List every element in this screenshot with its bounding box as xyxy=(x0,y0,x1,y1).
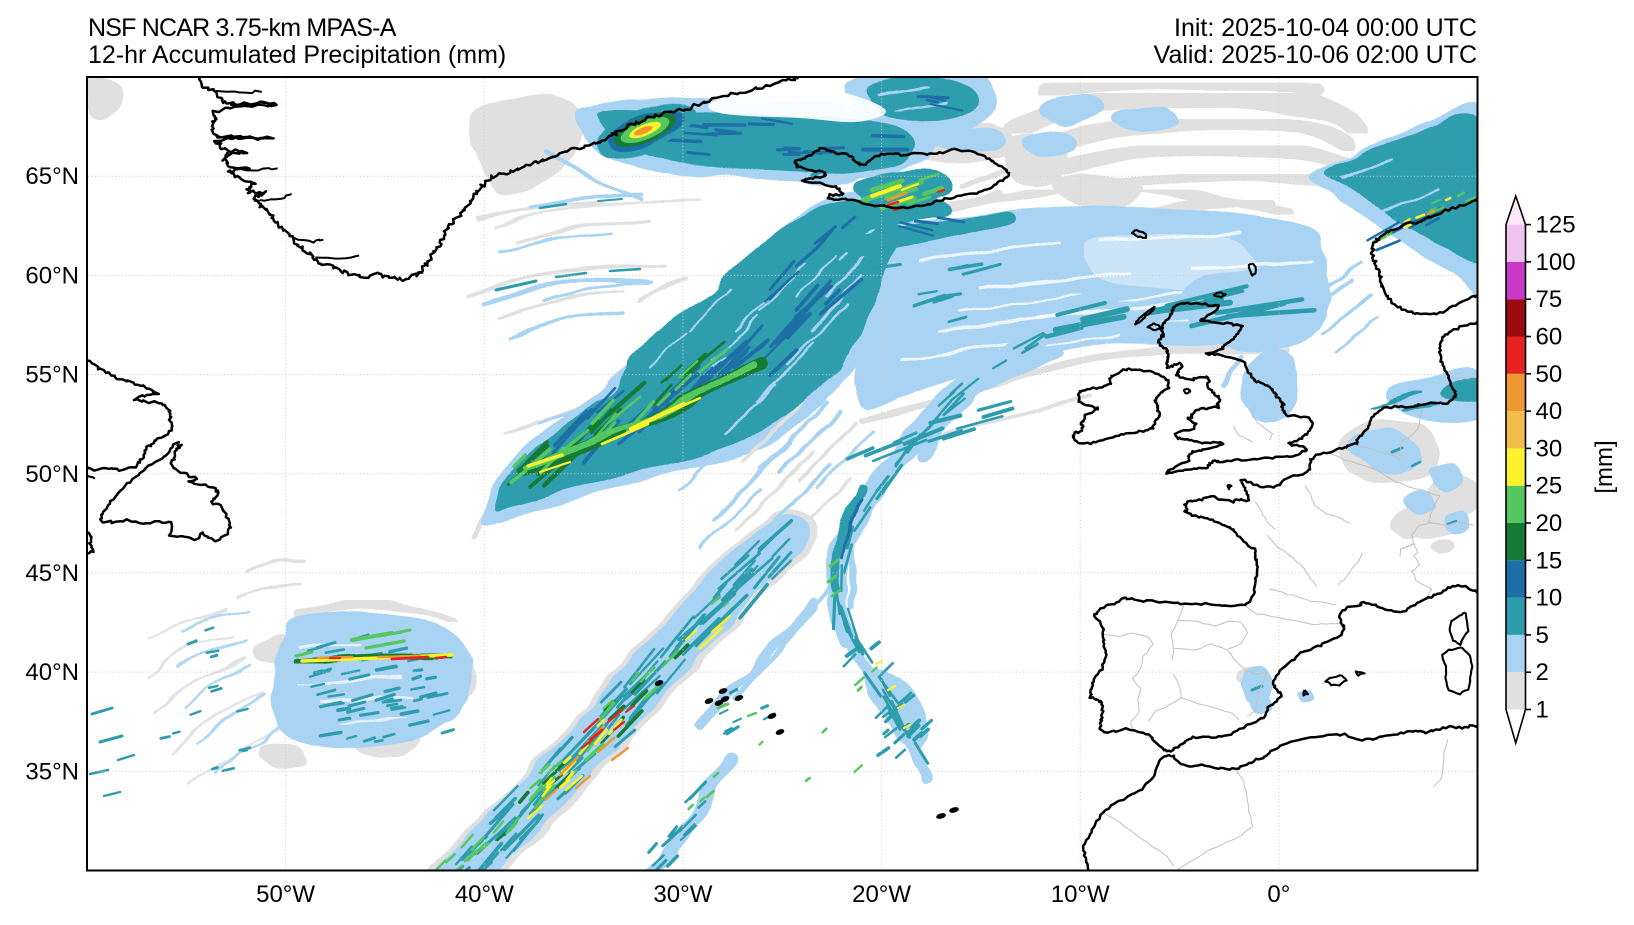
svg-text:10°W: 10°W xyxy=(1051,881,1110,908)
svg-text:15: 15 xyxy=(1536,547,1563,574)
svg-text:30: 30 xyxy=(1536,435,1563,462)
svg-text:0°: 0° xyxy=(1267,881,1290,908)
svg-text:50°W: 50°W xyxy=(256,881,315,908)
svg-text:55°N: 55°N xyxy=(25,362,79,389)
svg-text:65°N: 65°N xyxy=(25,163,79,190)
svg-text:1: 1 xyxy=(1536,697,1549,724)
svg-text:12-hr Accumulated Precipitatio: 12-hr Accumulated Precipitation (mm) xyxy=(88,41,506,69)
svg-text:75: 75 xyxy=(1536,286,1563,313)
svg-text:[mm]: [mm] xyxy=(1591,440,1618,493)
svg-text:50°N: 50°N xyxy=(25,461,79,488)
svg-text:35°N: 35°N xyxy=(25,758,79,785)
svg-text:40°W: 40°W xyxy=(455,881,514,908)
svg-text:60: 60 xyxy=(1536,324,1563,351)
svg-text:Valid: 2025-10-06 02:00 UTC: Valid: 2025-10-06 02:00 UTC xyxy=(1154,41,1477,69)
svg-text:45°N: 45°N xyxy=(25,560,79,587)
svg-text:10: 10 xyxy=(1536,585,1563,612)
svg-text:60°N: 60°N xyxy=(25,262,79,289)
svg-text:25: 25 xyxy=(1536,473,1563,500)
svg-text:50: 50 xyxy=(1536,361,1563,388)
svg-text:NSF NCAR 3.75-km MPAS-A: NSF NCAR 3.75-km MPAS-A xyxy=(88,14,397,42)
svg-text:100: 100 xyxy=(1536,249,1576,276)
svg-text:125: 125 xyxy=(1536,212,1576,239)
svg-text:2: 2 xyxy=(1536,659,1549,686)
svg-text:Init: 2025-10-04 00:00 UTC: Init: 2025-10-04 00:00 UTC xyxy=(1174,14,1477,42)
svg-text:40: 40 xyxy=(1536,398,1563,425)
svg-text:30°W: 30°W xyxy=(653,881,712,908)
svg-text:20: 20 xyxy=(1536,510,1563,537)
svg-text:40°N: 40°N xyxy=(25,659,79,686)
svg-text:5: 5 xyxy=(1536,622,1549,649)
svg-text:20°W: 20°W xyxy=(852,881,911,908)
